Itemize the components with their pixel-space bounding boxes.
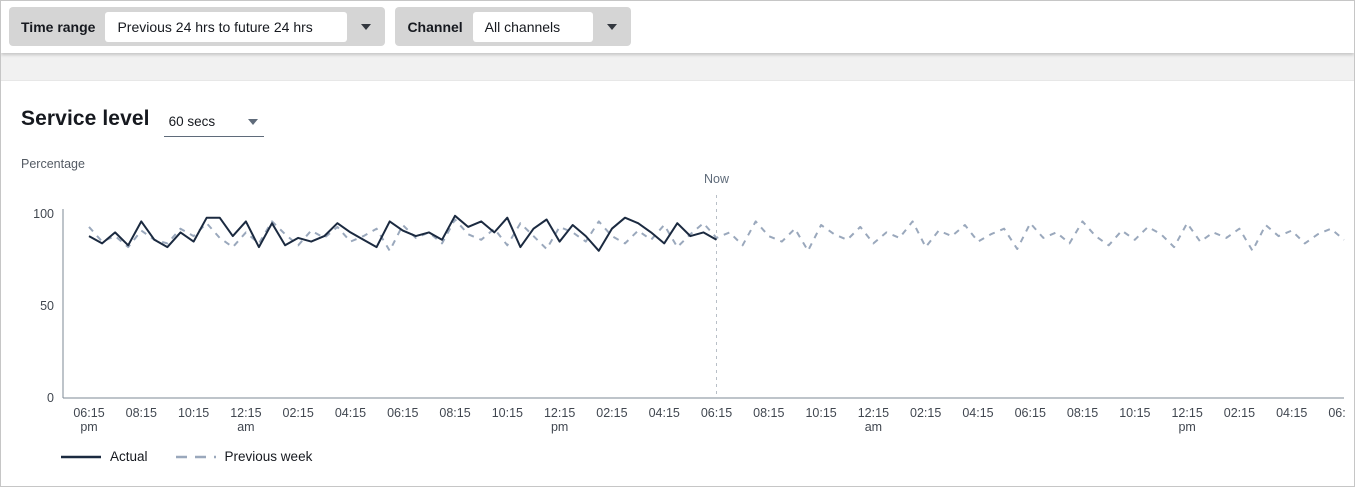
x-tick-label: 10:15	[178, 406, 209, 420]
x-tick-label: 04:15	[649, 406, 680, 420]
x-tick-label: 02:15	[283, 406, 314, 420]
chevron-down-icon	[247, 118, 258, 125]
title-row: Service level 60 secs	[21, 107, 1346, 137]
x-tick-label: 12:15	[1171, 406, 1202, 420]
time-range-value: Previous 24 hrs to future 24 hrs	[117, 18, 313, 35]
chevron-down-icon[interactable]	[361, 23, 372, 30]
time-range-label: Time range	[21, 18, 96, 35]
section-divider-band	[1, 53, 1354, 81]
threshold-select[interactable]: 60 secs	[163, 114, 264, 137]
channel-value: All channels	[484, 18, 561, 35]
x-tick-label: 02:15	[910, 406, 941, 420]
chart-legend: Actual Previous week	[61, 449, 1346, 464]
x-tick-label: 04:15	[335, 406, 366, 420]
x-tick-sublabel: am	[237, 420, 254, 434]
x-tick-label: 08:15	[1067, 406, 1098, 420]
x-tick-label: 10:15	[805, 406, 836, 420]
previous-week-line	[88, 218, 1345, 252]
page-title: Service level	[21, 107, 150, 130]
service-level-panel: Service level 60 secs Percentage 0 50 100 0…	[1, 107, 1354, 464]
x-tick-label: 10:15	[1119, 406, 1150, 420]
x-tick-label: 08:15	[126, 406, 157, 420]
x-tick-label: 02:15	[1224, 406, 1255, 420]
x-tick-label: 08:15	[753, 406, 784, 420]
x-tick-sublabel: pm	[551, 420, 568, 434]
threshold-value: 60 secs	[168, 114, 216, 129]
legend-item-previous-week: Previous week	[175, 449, 313, 464]
x-tick-label: 06:15	[387, 406, 418, 420]
x-tick-label: 10:15	[492, 406, 523, 420]
filter-bar: Time range Previous 24 hrs to future 24 …	[1, 1, 1354, 53]
legend-item-actual: Actual	[61, 449, 148, 464]
x-tick-label: 06:15	[1015, 406, 1046, 420]
x-tick-label: 12:15	[858, 406, 889, 420]
legend-label: Previous week	[224, 449, 313, 464]
time-range-select[interactable]: Previous 24 hrs to future 24 hrs	[105, 11, 348, 42]
actual-line-swatch-icon	[61, 455, 101, 458]
x-tick-sublabel: pm	[80, 420, 97, 434]
x-tick-sublabel: am	[865, 420, 882, 434]
y-tick-label: 0	[47, 391, 54, 405]
y-axis-title: Percentage	[21, 157, 85, 171]
legend-label: Actual	[110, 449, 148, 464]
time-range-filter: Time range Previous 24 hrs to future 24 …	[9, 7, 386, 46]
actual-line	[88, 214, 717, 252]
x-tick-label: 12:15	[544, 406, 575, 420]
y-tick-label: 100	[33, 207, 54, 221]
x-tick-label: 06:15	[701, 406, 732, 420]
x-tick-label: 12:15	[230, 406, 261, 420]
chevron-down-icon[interactable]	[606, 23, 617, 30]
x-tick-sublabel: pm	[1178, 420, 1195, 434]
channel-select[interactable]: All channels	[472, 11, 593, 42]
now-label: Now	[704, 172, 730, 186]
channel-label: Channel	[407, 18, 463, 35]
x-tick-label: 04:15	[1276, 406, 1307, 420]
x-tick-label: 04:15	[962, 406, 993, 420]
channel-filter: Channel All channels	[395, 7, 631, 46]
x-tick-label: 02:15	[596, 406, 627, 420]
x-tick-label: 06:15	[73, 406, 104, 420]
previous-week-line-swatch-icon	[175, 455, 216, 458]
x-tick-label: 08:15	[439, 406, 470, 420]
x-tick-label: 06:15	[1328, 406, 1346, 420]
y-tick-label: 50	[40, 299, 54, 313]
